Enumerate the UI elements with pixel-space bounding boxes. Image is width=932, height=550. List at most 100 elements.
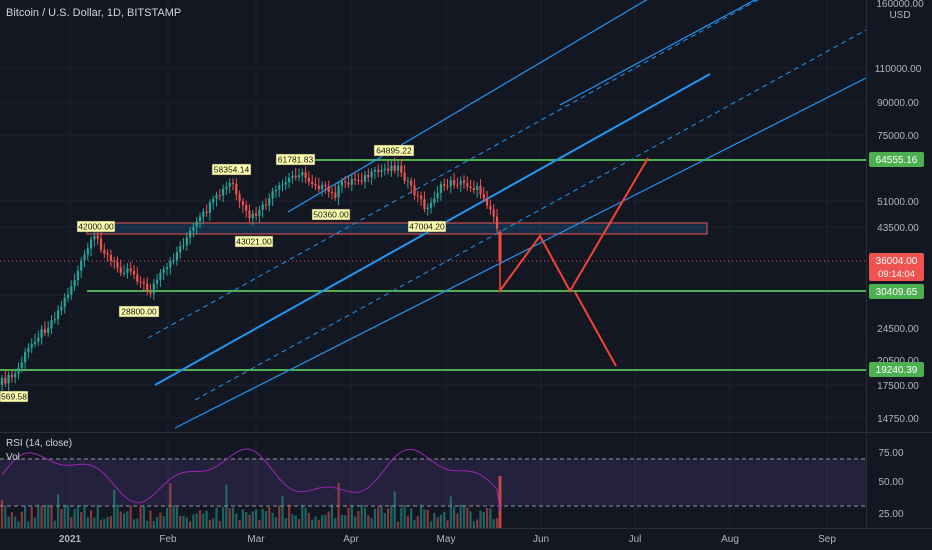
resistance-zone[interactable] (86, 222, 708, 235)
channel-lower-dashed-line[interactable] (194, 29, 866, 401)
badge-level-low[interactable]: 19240.39 (869, 362, 924, 377)
candle-body[interactable] (80, 260, 83, 271)
annotation-569[interactable]: 569.58 (0, 390, 29, 403)
candle-body[interactable] (136, 274, 139, 282)
candle-body[interactable] (403, 172, 406, 181)
candle-body[interactable] (344, 181, 347, 183)
badge-current-price[interactable]: 36004.00 09:14:04 (869, 253, 924, 281)
candle-body[interactable] (261, 204, 264, 210)
candle-body[interactable] (278, 185, 281, 190)
candle-body[interactable] (486, 198, 489, 206)
candle-body[interactable] (212, 198, 215, 203)
candle-body[interactable] (162, 269, 165, 273)
annotation-58354[interactable]: 58354.14 (211, 163, 252, 176)
candle-body[interactable] (90, 239, 93, 249)
rsi-pane[interactable] (0, 448, 866, 528)
candle-body[interactable] (0, 377, 4, 385)
candle-body[interactable] (367, 174, 370, 178)
candle-body[interactable] (396, 165, 400, 171)
candle-body[interactable] (337, 185, 340, 198)
candle-body[interactable] (106, 253, 109, 255)
candle-body[interactable] (208, 202, 211, 214)
candle-body[interactable] (357, 179, 360, 181)
candle-body[interactable] (231, 182, 235, 184)
candle-body[interactable] (472, 187, 475, 191)
candle-body[interactable] (248, 210, 251, 219)
candle-body[interactable] (340, 181, 343, 186)
candle-body[interactable] (443, 184, 446, 186)
candle-body[interactable] (73, 280, 76, 287)
candle-body[interactable] (66, 294, 70, 298)
candle-body[interactable] (413, 185, 416, 196)
badge-level-high[interactable]: 64555.16 (869, 152, 924, 167)
candle-body[interactable] (426, 207, 429, 209)
channel-lower-line[interactable] (174, 77, 866, 429)
candle-body[interactable] (446, 185, 449, 187)
candle-body[interactable] (185, 237, 188, 246)
candle-body[interactable] (47, 328, 50, 333)
candle-body[interactable] (301, 172, 304, 176)
candle-body[interactable] (119, 267, 122, 274)
candle-body[interactable] (37, 337, 40, 342)
candle-body[interactable] (281, 184, 284, 186)
candle-body[interactable] (241, 201, 244, 206)
candle-body[interactable] (235, 183, 238, 195)
annotation-61781[interactable]: 61781.83 (275, 153, 316, 166)
candle-body[interactable] (393, 165, 396, 171)
candle-body[interactable] (225, 186, 228, 189)
candle-body[interactable] (476, 185, 479, 191)
candle-body[interactable] (327, 186, 330, 192)
candle-body[interactable] (63, 297, 66, 308)
candle-body[interactable] (109, 254, 112, 261)
candle-body[interactable] (139, 281, 142, 283)
candle-body[interactable] (129, 268, 132, 272)
channel-upper-line-2[interactable] (559, 0, 866, 106)
candle-body[interactable] (152, 283, 155, 294)
candle-body[interactable] (436, 192, 439, 199)
candle-body[interactable] (347, 182, 350, 185)
candle-body[interactable] (469, 186, 472, 188)
candle-body[interactable] (149, 290, 152, 294)
candle-body[interactable] (268, 198, 271, 206)
candle-body[interactable] (156, 279, 159, 284)
candle-body[interactable] (132, 271, 136, 275)
candle-body[interactable] (373, 169, 376, 172)
channel-upper-dashed-line[interactable] (147, 0, 866, 339)
candle-body[interactable] (456, 184, 459, 186)
candle-body[interactable] (215, 195, 218, 199)
candle-body[interactable] (169, 260, 172, 268)
candle-body[interactable] (291, 175, 294, 178)
candle-body[interactable] (228, 182, 231, 187)
candle-body[interactable] (429, 202, 433, 208)
candle-body[interactable] (489, 205, 492, 210)
candle-body[interactable] (449, 180, 452, 187)
candle-body[interactable] (439, 184, 442, 193)
candle-body[interactable] (182, 245, 185, 247)
candle-body[interactable] (205, 211, 208, 214)
candle-body[interactable] (420, 195, 423, 200)
price-plot[interactable]: 42000.00 28800.00 58354.14 43021.00 6178… (0, 0, 866, 429)
candle-body[interactable] (24, 352, 27, 363)
candle-body[interactable] (30, 343, 33, 348)
candle-body[interactable] (330, 191, 334, 193)
candle-body[interactable] (238, 194, 241, 202)
candle-body[interactable] (103, 249, 106, 254)
candle-body[interactable] (70, 286, 73, 295)
candle-body[interactable] (271, 191, 274, 199)
candle-body[interactable] (57, 310, 60, 320)
candle-body[interactable] (314, 183, 317, 186)
candle-body[interactable] (14, 373, 17, 378)
candle-body[interactable] (53, 319, 56, 321)
candle-body[interactable] (86, 248, 89, 255)
candle-body[interactable] (274, 189, 277, 192)
candle-body[interactable] (363, 174, 367, 182)
candle-body[interactable] (433, 198, 436, 203)
candle-body[interactable] (7, 374, 10, 384)
candle-body[interactable] (192, 226, 195, 231)
candle-body[interactable] (40, 329, 43, 338)
candle-body[interactable] (453, 180, 456, 185)
candle-body[interactable] (43, 329, 46, 333)
candle-body[interactable] (307, 177, 310, 182)
candle-body[interactable] (96, 235, 99, 239)
